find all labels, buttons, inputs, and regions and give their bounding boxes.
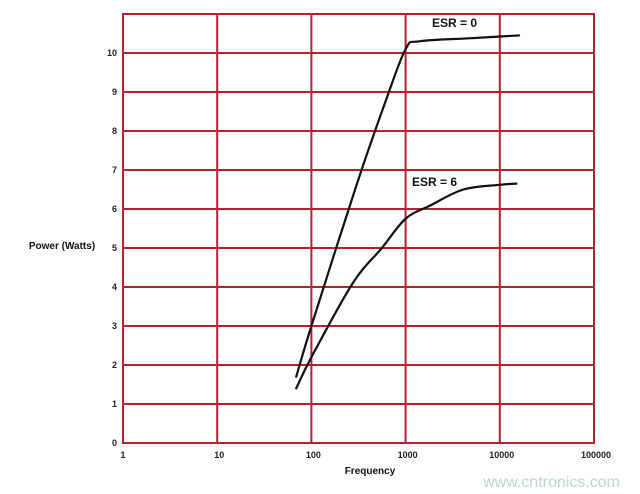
- series-lines: [295, 34, 521, 390]
- grid: [122, 13, 595, 444]
- y-tick-label: 0: [112, 438, 117, 448]
- series-line-esr-6: [295, 182, 518, 390]
- watermark: www.cntronics.com: [482, 474, 620, 491]
- y-tick-label: 8: [112, 126, 117, 136]
- y-tick-label: 1: [112, 399, 117, 409]
- x-tick-label: 100: [306, 450, 321, 460]
- y-tick-label: 10: [107, 48, 117, 58]
- x-tick-label: 10000: [489, 450, 514, 460]
- x-tick-label: 1: [120, 450, 125, 460]
- y-tick-label: 9: [112, 87, 117, 97]
- y-tick-label: 7: [112, 165, 117, 175]
- plot-border: [122, 13, 595, 444]
- series-line-esr-0: [295, 34, 521, 378]
- y-tick-label: 3: [112, 321, 117, 331]
- x-axis-label: Frequency: [345, 466, 396, 477]
- y-tick-labels: 0 1 2 3 4 5 6 7 8 9 10: [107, 48, 117, 448]
- series-label-esr-0: ESR = 0: [432, 16, 477, 30]
- series-label-esr-6: ESR = 6: [412, 175, 457, 189]
- y-tick-label: 4: [112, 282, 117, 292]
- y-axis-label: Power (Watts): [29, 241, 95, 252]
- y-tick-label: 5: [112, 243, 117, 253]
- y-tick-label: 2: [112, 360, 117, 370]
- x-tick-labels: 1 10 100 1000 10000 100000: [120, 450, 611, 460]
- y-tick-label: 6: [112, 204, 117, 214]
- x-tick-label: 100000: [581, 450, 611, 460]
- x-tick-label: 1000: [398, 450, 418, 460]
- x-tick-label: 10: [214, 450, 224, 460]
